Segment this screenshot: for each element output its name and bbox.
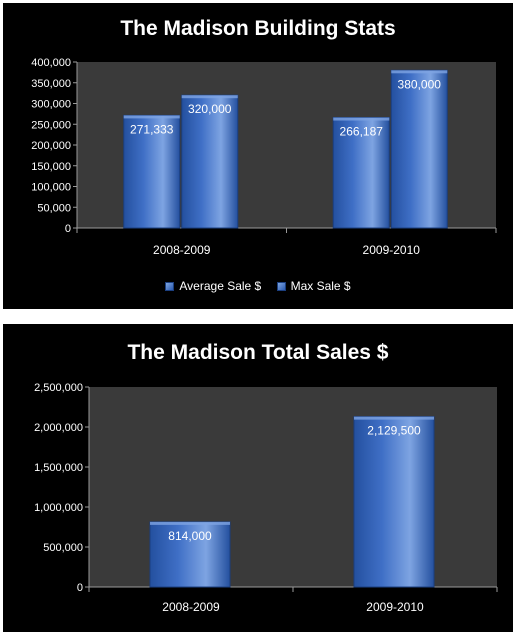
bar [390,69,448,229]
total-sales-plot: 0 500,000 1,000,000 1,500,000 2,000,000 2,500… [34,382,498,614]
chart-title: The Madison Building Stats [120,17,396,40]
bar [123,114,181,229]
bar [353,416,435,588]
bar-top-highlight [123,115,180,119]
legend-swatch-icon [165,281,175,291]
y-tick-label: 50,000 [37,202,71,214]
data-label: 266,187 [340,125,384,139]
data-label: 271,333 [130,122,174,136]
building-stats-plot: 0 50,000 100,000 150,000 200,000 250,000 300,0… [31,57,497,257]
bar-top-highlight [150,521,230,525]
legend-label: Max Sale $ [290,279,351,293]
bar-top-highlight [333,117,390,121]
y-tick-label: 150,000 [31,161,71,173]
y-tick-label: 0 [65,223,71,235]
bar-top-highlight [354,416,434,420]
y-tick-label: 250,000 [31,119,71,131]
data-label: 380,000 [398,77,442,91]
x-tick-label: 2009-2010 [366,600,424,614]
x-tick-label: 2008-2009 [162,600,220,614]
y-tick-label: 2,500,000 [34,382,83,394]
y-tick-label: 300,000 [31,99,71,111]
y-tick-label: 100,000 [31,182,71,194]
y-tick-label: 2,000,000 [34,422,83,434]
data-label: 2,129,500 [367,424,421,438]
x-tick-label: 2009-2010 [363,243,421,257]
bar [181,94,239,229]
legend-item-max-sale: Max Sale $ [276,279,351,293]
y-tick-label: 350,000 [31,78,71,90]
legend-label: Average Sale $ [179,279,262,293]
bar [149,521,231,588]
total-sales-chart: The Madison Total Sales $ 0 500,000 1,000,… [3,324,513,632]
y-tick-label: 0 [77,582,83,594]
bar-top-highlight [181,95,238,99]
legend-item-average-sale: Average Sale $ [165,279,261,293]
legend: Average Sale $ Max Sale $ [3,279,513,294]
legend-swatch-icon [276,281,286,291]
data-label: 814,000 [168,529,212,543]
y-tick-label: 200,000 [31,140,71,152]
y-tick-label: 500,000 [43,542,83,554]
y-tick-label: 1,000,000 [34,502,83,514]
x-tick-label: 2008-2009 [153,243,211,257]
y-tick-label: 1,500,000 [34,462,83,474]
building-stats-chart: The Madison Building Stats 0 50,000 100,00… [3,3,513,309]
chart-title: The Madison Total Sales $ [127,341,389,364]
data-label: 320,000 [188,102,232,116]
bar [332,117,390,229]
bar-top-highlight [391,70,448,74]
y-tick-label: 400,000 [31,57,71,69]
